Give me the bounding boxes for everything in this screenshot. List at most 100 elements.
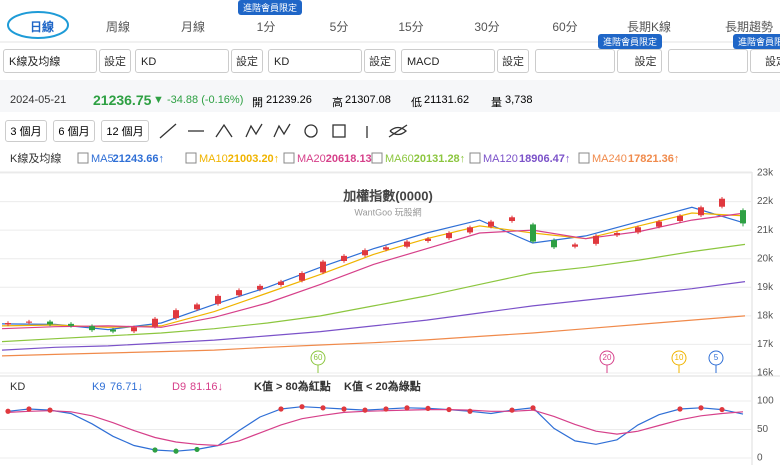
quote-date: 2024-05-21 (10, 94, 67, 106)
candle-body (530, 224, 536, 242)
tab[interactable]: 周線 (105, 20, 130, 34)
quote-vol-label: 量 (491, 97, 502, 109)
select[interactable]: KD (135, 49, 229, 73)
badge: 進階會員限定 (733, 34, 780, 49)
candle-body (656, 221, 662, 227)
kd-dot (530, 405, 536, 411)
setting-button[interactable]: 設定 (231, 49, 263, 73)
range-button[interactable]: 3 個月 (5, 120, 47, 142)
candle-body (593, 235, 599, 244)
tab[interactable]: 5分 (329, 20, 349, 34)
kd-dot (26, 406, 32, 412)
legend-value: 76.71↓ (110, 381, 143, 393)
candle-body (383, 247, 389, 250)
candle-body (572, 244, 578, 247)
select[interactable] (668, 49, 748, 73)
setting-button[interactable]: 設定 (99, 49, 131, 73)
badge: 進階會員限定 (238, 0, 303, 15)
candle-body (257, 285, 263, 290)
candle-body (5, 323, 11, 325)
tab[interactable]: 日線 (29, 20, 54, 34)
y-tick-label: 21k (757, 225, 774, 236)
tab[interactable]: 30分 (474, 20, 500, 34)
kd-dot (320, 405, 326, 411)
tab[interactable]: 月線 (180, 20, 205, 34)
tab[interactable]: 長期趨勢 (724, 20, 773, 34)
quote-price: 21236.75 (93, 92, 152, 108)
candle-body (110, 329, 116, 332)
kd-dot (509, 407, 515, 413)
quote-change: ▼ -34.88 (-0.16%) (153, 94, 244, 106)
setting-button[interactable]: 設定 (364, 49, 396, 73)
y-tick-label: 19k (757, 282, 774, 293)
legend-value: 20618.13↑ (326, 153, 377, 165)
kd-dot (278, 406, 284, 412)
kd-line (7, 409, 744, 447)
chart-title: 加權指數(0000) (342, 188, 433, 203)
marker-label: 10 (675, 353, 684, 362)
kd-dot (5, 408, 11, 414)
candle-body (89, 326, 95, 331)
select[interactable]: MACD (401, 49, 495, 73)
candle-body (446, 233, 452, 239)
quote-open: 21239.26 (266, 94, 312, 106)
tab[interactable]: 15分 (398, 20, 424, 34)
select[interactable] (535, 49, 615, 73)
setting-button[interactable]: 設定 (497, 49, 529, 73)
kd-dot (299, 404, 305, 410)
marker-label: 20 (603, 353, 612, 362)
select[interactable]: K線及均線 (3, 49, 97, 73)
setting-button[interactable]: 設定 (750, 49, 780, 73)
candle-body (719, 198, 725, 207)
y-tick-label: 17k (757, 339, 774, 350)
candle-body (341, 255, 347, 261)
legend-name: MA60 (385, 153, 414, 165)
circle-highlight (7, 11, 69, 39)
tab[interactable]: 60分 (552, 20, 578, 34)
legend-checkbox (283, 152, 295, 164)
legend-checkbox (77, 152, 89, 164)
candle-body (362, 250, 368, 256)
quote-high-label: 高 (332, 97, 343, 109)
candle-body (551, 240, 557, 248)
candle-body (299, 273, 305, 281)
legend-value: 17821.36↑ (628, 153, 679, 165)
quote-bar (0, 80, 780, 112)
ma-line (1, 212, 746, 330)
kd-dot (194, 446, 200, 453)
legend-title: KD (10, 381, 25, 393)
candle-body (425, 238, 431, 241)
select[interactable]: KD (268, 49, 362, 73)
quote-high: 21307.08 (345, 94, 391, 106)
y-tick-label: 22k (757, 196, 774, 207)
y-tick-label: 20k (757, 253, 774, 264)
candle-body (698, 207, 704, 216)
kd-dot (467, 408, 473, 414)
candle-body (320, 261, 326, 273)
y-tick-label: 100 (757, 396, 774, 407)
tab[interactable]: 1分 (256, 20, 276, 34)
candle-body (404, 241, 410, 247)
candle-body (26, 321, 32, 323)
legend-name: K9 (92, 381, 105, 393)
quote-low: 21131.62 (424, 94, 470, 106)
legend-value: 18906.47↑ (519, 153, 570, 165)
kd-dot (173, 448, 179, 454)
marker (671, 350, 687, 366)
range-button[interactable]: 12 個月 (101, 120, 149, 142)
kd-dot (341, 406, 347, 412)
candle-body (236, 290, 242, 296)
marker (310, 350, 326, 366)
candle-body (152, 318, 158, 327)
legend-checkbox (578, 152, 590, 164)
range-button[interactable]: 6 個月 (53, 120, 95, 142)
ma-line (1, 281, 746, 351)
setting-button[interactable]: 設定 (617, 49, 662, 73)
kd-dot (362, 407, 368, 413)
tab[interactable]: 長期K線 (626, 20, 671, 34)
legend-value: 81.16↓ (190, 381, 223, 393)
kd-line (7, 406, 744, 452)
legend-checkbox (371, 152, 383, 164)
